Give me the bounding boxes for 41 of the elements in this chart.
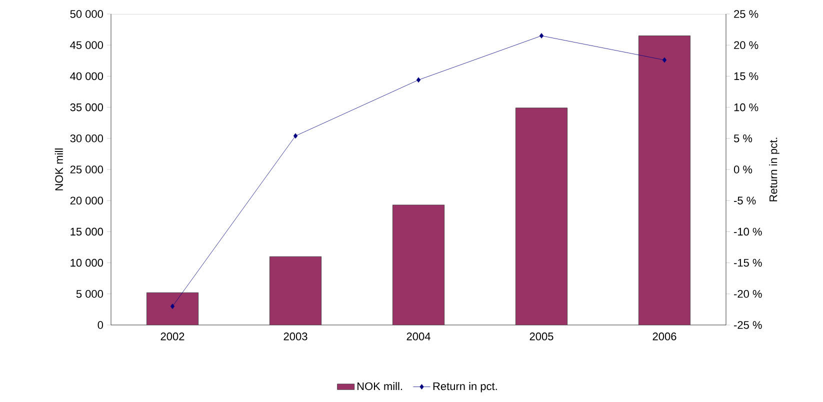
- y2-axis-title: Return in pct.: [769, 138, 780, 202]
- point: [170, 304, 175, 310]
- y-tick-label: 20 000: [70, 196, 104, 204]
- y-tick-label: 0: [98, 321, 104, 329]
- bar: [392, 204, 445, 325]
- y-tick-label: 50 000: [70, 10, 104, 18]
- y-tick-label: 5 000: [76, 290, 104, 298]
- x-tick-label: 2002: [160, 332, 184, 340]
- x-tick-label: 2003: [284, 332, 308, 340]
- y-tick-label: 15 000: [70, 228, 104, 236]
- y-tick-label: 10 000: [70, 258, 104, 267]
- y-tick-label: 40 000: [70, 72, 104, 80]
- bar: [638, 36, 691, 325]
- y-axis-title: NOK mill: [54, 148, 63, 190]
- point: [539, 33, 544, 38]
- legend-label: NOK mill.: [357, 382, 402, 390]
- y2-tick-label: -25 %: [734, 321, 762, 329]
- legend-label: Return in pct.: [433, 382, 497, 392]
- bar: [515, 108, 568, 325]
- y-tick-label: 25 000: [70, 166, 104, 174]
- point: [416, 77, 421, 83]
- bar: [146, 292, 199, 325]
- y2-tick-label: 10 %: [734, 103, 758, 112]
- y-tick-label: 35 000: [70, 103, 104, 112]
- y2-tick-label: 5 %: [734, 134, 752, 142]
- y2-tick-label: -20 %: [734, 290, 762, 298]
- x-tick-label: 2004: [406, 332, 430, 340]
- y2-tick-label: -10 %: [734, 228, 762, 236]
- y2-tick-label: 25 %: [734, 10, 758, 18]
- y2-tick-label: 15 %: [734, 72, 758, 80]
- y2-tick-label: 0 %: [734, 166, 752, 174]
- y-tick-label: 30 000: [70, 134, 104, 142]
- point: [662, 57, 667, 63]
- x-tick-label: 2005: [530, 332, 554, 340]
- x-tick-label: 2006: [652, 332, 676, 340]
- point: [293, 133, 298, 139]
- y-tick-label: 45 000: [70, 41, 104, 49]
- y2-tick-label: -15 %: [734, 258, 762, 267]
- y2-tick-label: -5 %: [734, 196, 756, 204]
- y2-tick-label: 20 %: [734, 41, 758, 49]
- bar: [269, 256, 322, 325]
